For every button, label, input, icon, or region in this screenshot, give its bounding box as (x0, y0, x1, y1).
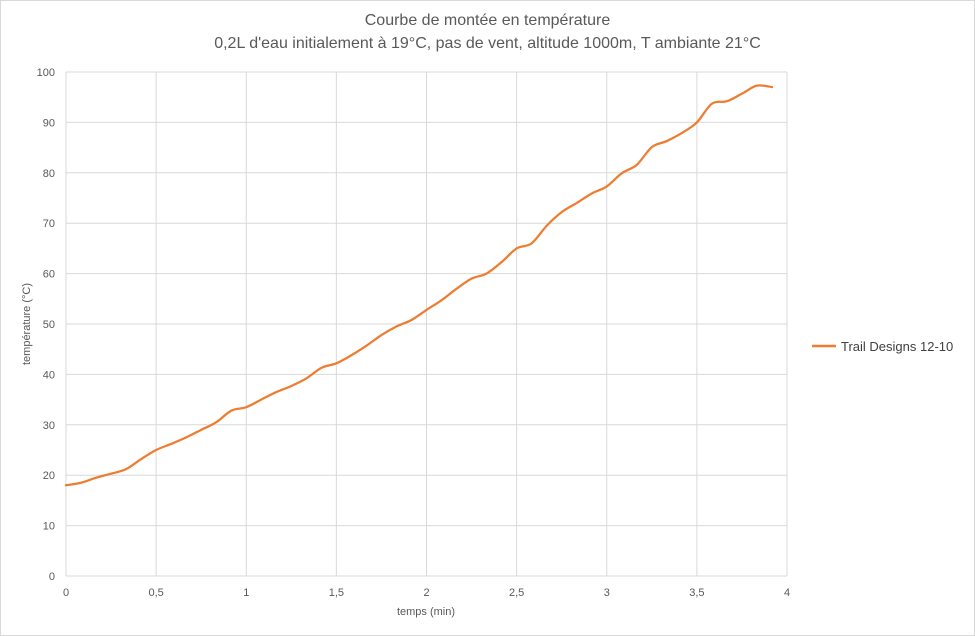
y-tick-label: 80 (43, 168, 55, 180)
horizontal-gridlines (66, 71, 787, 577)
legend: Trail Designs 12-10 (812, 339, 953, 354)
x-axis-tick-labels: 0 0,5 1 1,5 2 2,5 3 3,5 4 (63, 587, 790, 599)
x-tick-label: 1 (243, 587, 249, 599)
x-tick-label: 0 (63, 587, 69, 599)
y-tick-label: 0 (49, 571, 55, 583)
y-tick-label: 60 (43, 269, 55, 281)
x-tick-label: 3 (604, 587, 610, 599)
x-tick-label: 0,5 (148, 587, 163, 599)
x-tick-label: 2 (423, 587, 429, 599)
x-tick-label: 3,5 (689, 587, 704, 599)
y-tick-label: 20 (43, 470, 55, 482)
legend-entry-label: Trail Designs 12-10 (841, 339, 953, 354)
x-axis-label: temps (min) (397, 606, 455, 618)
y-tick-label: 40 (43, 369, 55, 381)
chart-subtitle: 0,2L d'eau initialement à 19°C, pas de v… (214, 35, 761, 52)
y-tick-label: 100 (37, 67, 55, 79)
y-tick-label: 50 (43, 319, 55, 331)
y-axis-tick-labels: 0 10 20 30 40 50 60 70 80 90 100 (37, 67, 55, 583)
y-tick-label: 70 (43, 218, 55, 230)
y-tick-label: 30 (43, 420, 55, 432)
y-tick-label: 90 (43, 117, 55, 129)
x-tick-label: 4 (784, 587, 790, 599)
y-axis-label: température (°C) (21, 283, 33, 365)
x-tick-label: 1,5 (329, 587, 344, 599)
x-tick-label: 2,5 (509, 587, 524, 599)
series-group (64, 84, 774, 487)
series-line (64, 84, 774, 487)
y-tick-label: 10 (43, 521, 55, 533)
chart-title: Courbe de montée en température (364, 12, 611, 29)
